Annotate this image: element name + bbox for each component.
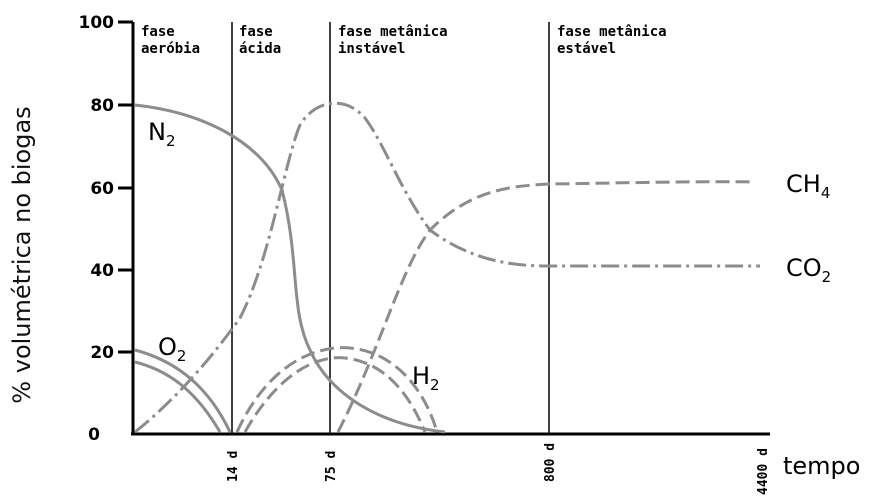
phase-label-stable-2: estável [557, 41, 616, 57]
x-tick-label-14d: 14 d [226, 451, 241, 482]
y-tick-label: 80 [90, 96, 114, 116]
phase-label-acid-2: ácida [239, 41, 281, 57]
phase-label-unstable-1: fase metânica [338, 24, 448, 40]
series-label-co2: CO2 [786, 254, 831, 286]
y-tick-label: 60 [90, 179, 114, 199]
series-label-o2: O2 [158, 333, 186, 365]
series-ch4-line [336, 180, 756, 433]
y-ticks: 100 80 60 40 20 0 [79, 13, 133, 445]
series-label-n2: N2 [148, 118, 176, 150]
phase-label-unstable-2: instável [338, 41, 405, 57]
x-tick-label-4400d: 4400 d [756, 448, 771, 495]
series-h2-line-inner [243, 356, 427, 433]
series-h2-line [235, 346, 439, 433]
phase-label-acid-1: fase [239, 24, 273, 40]
phase-label-aerobic-2: aeróbia [141, 41, 200, 57]
series-co2-line [134, 101, 760, 434]
y-tick-label: 0 [88, 425, 100, 445]
series-label-h2: H2 [412, 362, 440, 394]
y-tick-label: 20 [90, 343, 114, 363]
x-tick-label-75d: 75 d [324, 451, 339, 482]
series-o2-line-inner [134, 360, 222, 433]
series-label-ch4: CH4 [786, 170, 830, 202]
phase-label-stable-1: fase metânica [557, 24, 667, 40]
y-tick-label: 40 [90, 261, 114, 281]
series-n2-line [134, 103, 446, 434]
x-axis-label: tempo [783, 452, 860, 480]
phase-label-aerobic-1: fase [141, 24, 175, 40]
y-tick-label: 100 [79, 13, 115, 33]
x-tick-label-800d: 800 d [543, 443, 558, 482]
